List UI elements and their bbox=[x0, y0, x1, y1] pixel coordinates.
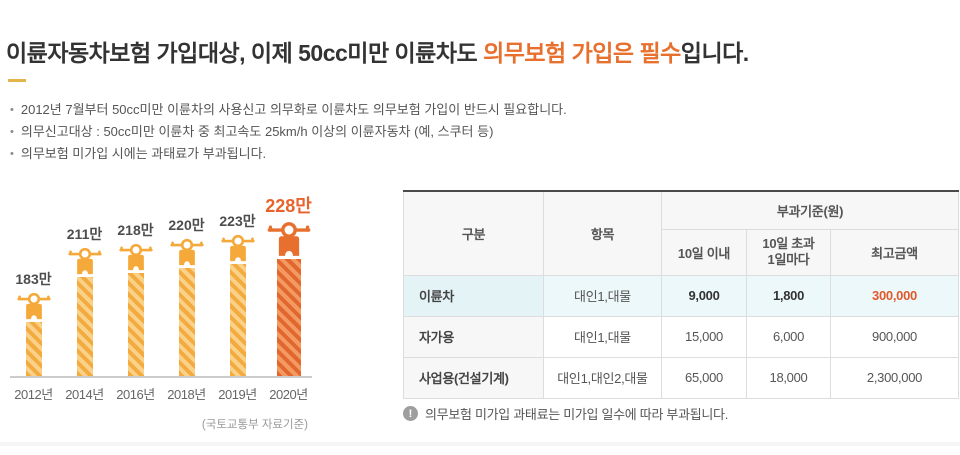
cell-max: 900,000 bbox=[830, 315, 959, 358]
x-tick-label: 2019년 bbox=[218, 387, 257, 402]
table-header-over10: 10일 초과 1일마다 bbox=[746, 228, 831, 276]
registration-bar-chart: 183만 211만 bbox=[10, 196, 312, 432]
scooter-icon bbox=[267, 222, 310, 256]
bar-2012 bbox=[25, 322, 42, 376]
title-accent-dash bbox=[8, 79, 26, 82]
penalty-table: 구분 항목 부과기준(원) 10일 이내 10일 초과 1일마다 최고금액 이륜… bbox=[403, 190, 959, 399]
section-divider bbox=[0, 442, 960, 446]
bar-2020 bbox=[276, 259, 301, 376]
bar-value-label: 183만 bbox=[15, 271, 52, 287]
bar-2019 bbox=[229, 264, 246, 376]
cell-within10: 15,000 bbox=[661, 315, 747, 358]
x-tick-label: 2016년 bbox=[116, 387, 155, 402]
table-row-private: 자가용 대인1,대물 15,000 6,000 900,000 bbox=[403, 315, 959, 358]
table-header-basis-group: 부과기준(원) bbox=[661, 190, 959, 230]
chart-x-axis: 2012년 2014년 2016년 2018년 2019년 2020년 bbox=[10, 384, 312, 403]
page-title-suffix: 입니다. bbox=[680, 40, 749, 66]
table-header-over10-line2: 1일마다 bbox=[767, 252, 810, 267]
cell-item: 대인1,대물 bbox=[543, 315, 662, 358]
table-header-max: 최고금액 bbox=[830, 228, 959, 276]
scooter-icon bbox=[118, 243, 153, 271]
cell-over10: 18,000 bbox=[746, 356, 831, 399]
cell-division: 이륜차 bbox=[403, 274, 544, 317]
bar-2014 bbox=[76, 277, 93, 376]
bullet-text: 의무신고대상 : 50cc미만 이륜차 중 최고속도 25km/h 이상의 이륜… bbox=[20, 124, 494, 139]
table-row-motorcycle: 이륜차 대인1,대물 9,000 1,800 300,000 bbox=[403, 274, 959, 317]
bullet-dot-icon: • bbox=[10, 104, 14, 116]
cell-within10: 65,000 bbox=[661, 356, 747, 399]
bullet-dot-icon: • bbox=[10, 148, 14, 160]
bar-group-2020-highlighted: 228만 bbox=[265, 192, 312, 376]
cell-max: 2,300,000 bbox=[830, 356, 959, 399]
x-tick-label: 2012년 bbox=[14, 387, 53, 402]
cell-item: 대인1,대인2,대물 bbox=[543, 356, 662, 399]
cell-division: 사업용(건설기계) bbox=[403, 356, 544, 399]
bar-group-2012: 183만 bbox=[10, 269, 57, 376]
table-footnote: ! 의무보험 미가입 과태료는 미가입 일수에 따라 부과됩니다. bbox=[403, 404, 728, 423]
bar-value-label: 218만 bbox=[117, 222, 154, 238]
scooter-icon bbox=[16, 292, 51, 320]
table-header-division: 구분 bbox=[403, 190, 544, 276]
table-header-item: 항목 bbox=[543, 190, 662, 276]
table-header-within10: 10일 이내 bbox=[661, 228, 747, 276]
bar-group-2016: 218만 bbox=[112, 220, 159, 376]
cell-within10: 9,000 bbox=[661, 274, 747, 317]
bullet-dot-icon: • bbox=[10, 126, 14, 138]
scooter-icon bbox=[220, 234, 255, 262]
bullet-item: • 2012년 7월부터 50cc미만 이륜차의 사용신고 의무화로 이륜차도 … bbox=[10, 99, 650, 121]
scooter-icon bbox=[67, 247, 102, 275]
bar-value-label: 223만 bbox=[219, 213, 256, 229]
page-title-highlight: 의무보험 가입은 필수 bbox=[483, 40, 681, 66]
bar-value-label: 220만 bbox=[168, 217, 205, 233]
page-title-prefix: 이륜자동차보험 가입대상, 이제 50cc미만 이륜차도 bbox=[6, 40, 484, 66]
cell-item: 대인1,대물 bbox=[543, 274, 662, 317]
chart-source-note: (국토교통부 자료기준) bbox=[201, 419, 308, 431]
chart-plot-area: 183만 211만 bbox=[10, 196, 312, 378]
bar-2016 bbox=[127, 273, 144, 376]
scooter-icon bbox=[169, 238, 204, 266]
bar-value-label: 211만 bbox=[66, 226, 103, 242]
x-tick-label: 2020년 bbox=[269, 387, 308, 402]
bullet-text: 의무보험 미가입 시에는 과태료가 부과됩니다. bbox=[20, 146, 267, 161]
cell-division: 자가용 bbox=[403, 315, 544, 358]
bullet-text: 2012년 7월부터 50cc미만 이륜차의 사용신고 의무화로 이륜차도 의무… bbox=[20, 102, 567, 117]
bullet-item: • 의무보험 미가입 시에는 과태료가 부과됩니다. bbox=[10, 143, 650, 165]
x-tick-label: 2018년 bbox=[167, 387, 206, 402]
cell-over10: 6,000 bbox=[746, 315, 831, 358]
cell-max: 300,000 bbox=[830, 274, 959, 317]
table-row-commercial: 사업용(건설기계) 대인1,대인2,대물 65,000 18,000 2,300… bbox=[403, 356, 959, 399]
bar-2018 bbox=[178, 268, 195, 376]
bullet-item: • 의무신고대상 : 50cc미만 이륜차 중 최고속도 25km/h 이상의 … bbox=[10, 121, 650, 143]
bar-group-2018: 220만 bbox=[163, 215, 210, 376]
bullet-list: • 2012년 7월부터 50cc미만 이륜차의 사용신고 의무화로 이륜차도 … bbox=[10, 99, 650, 165]
bar-group-2014: 211만 bbox=[61, 224, 108, 376]
page-title: 이륜자동차보험 가입대상, 이제 50cc미만 이륜차도 의무보험 가입은 필수… bbox=[6, 34, 749, 68]
bar-group-2019: 223만 bbox=[214, 211, 261, 376]
info-icon: ! bbox=[403, 406, 418, 421]
footnote-text: 의무보험 미가입 과태료는 미가입 일수에 따라 부과됩니다. bbox=[425, 407, 729, 422]
table-header-over10-line1: 10일 초과 bbox=[762, 236, 815, 251]
x-tick-label: 2014년 bbox=[65, 387, 104, 402]
bar-value-label: 228만 bbox=[265, 196, 312, 216]
cell-over10: 1,800 bbox=[746, 274, 831, 317]
